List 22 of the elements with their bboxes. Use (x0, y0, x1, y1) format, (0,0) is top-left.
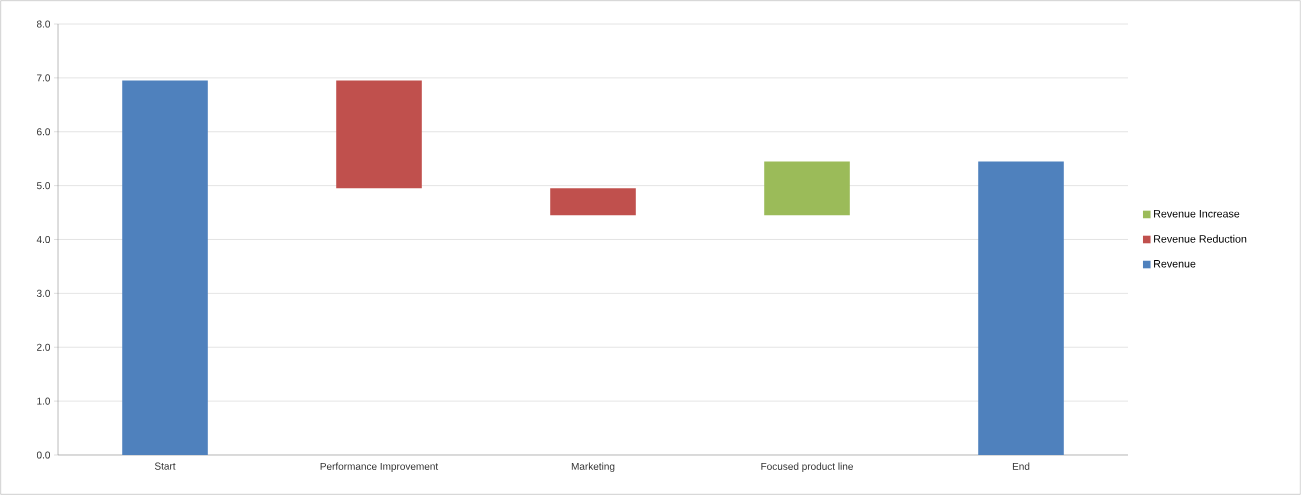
y-tick-label: 7.0 (37, 74, 51, 82)
bar (336, 80, 422, 189)
y-tick-label: 0.0 (36, 451, 51, 459)
x-tick-label: Marketing (571, 462, 615, 472)
legend-label: Revenue Reduction (1154, 234, 1247, 243)
legend-label: Revenue (1154, 260, 1196, 268)
bar (550, 188, 636, 216)
y-tick-label: 3.0 (36, 289, 51, 297)
y-tick-label: 5.0 (36, 182, 51, 190)
y-tick-label: 2.0 (37, 343, 51, 351)
bar (978, 161, 1064, 455)
y-tick-label: 1.0 (37, 397, 51, 405)
y-tick-label: 8.0 (36, 20, 51, 28)
bar (764, 161, 850, 216)
x-tick-label: Start (154, 462, 176, 470)
y-tick-label: 4.0 (36, 235, 51, 244)
x-tick-label: Performance Improvement (320, 462, 439, 472)
legend-label: Revenue Increase (1154, 210, 1240, 218)
y-tick-label: 6.0 (37, 128, 51, 136)
x-tick-label: End (1012, 462, 1030, 470)
x-tick-label: Focused product line (761, 462, 853, 472)
bar (122, 80, 208, 455)
